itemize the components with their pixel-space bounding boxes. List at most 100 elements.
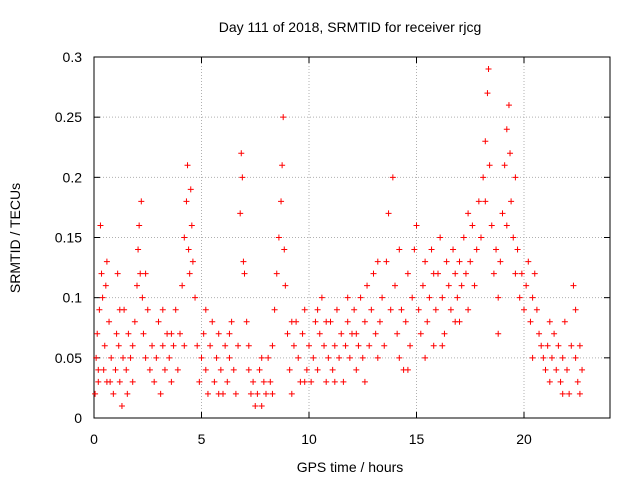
data-point	[374, 258, 381, 265]
data-point	[413, 222, 420, 229]
data-point	[407, 342, 414, 349]
data-point	[452, 318, 459, 325]
data-point	[215, 390, 222, 397]
data-point	[106, 318, 113, 325]
data-point	[159, 342, 166, 349]
data-point	[482, 198, 489, 205]
data-point	[357, 294, 364, 301]
data-point	[518, 270, 525, 277]
data-point	[422, 258, 429, 265]
data-point	[226, 330, 233, 337]
data-point	[452, 270, 459, 277]
data-point	[144, 306, 151, 313]
grid-lines	[94, 57, 610, 418]
data-point	[564, 366, 570, 373]
data-point	[404, 270, 411, 277]
data-point	[127, 354, 134, 361]
data-point	[135, 246, 142, 253]
data-point	[426, 294, 433, 301]
data-point	[355, 342, 362, 349]
data-point	[503, 126, 510, 133]
data-point	[123, 366, 130, 373]
data-point	[385, 210, 392, 217]
data-point	[396, 246, 403, 253]
y-tick-label: 0	[74, 410, 82, 426]
data-point	[275, 234, 282, 241]
data-point	[98, 270, 105, 277]
data-point	[529, 294, 536, 301]
x-tick-label: 20	[516, 431, 532, 447]
data-point	[194, 342, 201, 349]
data-point	[484, 90, 491, 97]
data-point	[325, 354, 332, 361]
data-point	[243, 318, 250, 325]
data-point	[546, 318, 553, 325]
data-point	[351, 306, 358, 313]
data-point	[93, 354, 100, 361]
data-point	[245, 342, 252, 349]
data-point	[110, 390, 117, 397]
data-point	[124, 390, 131, 397]
data-point	[192, 294, 199, 301]
data-point	[387, 306, 394, 313]
data-point	[172, 306, 179, 313]
data-point	[430, 270, 437, 277]
data-point	[295, 354, 302, 361]
data-point	[516, 294, 523, 301]
data-point	[422, 354, 429, 361]
data-point	[228, 318, 235, 325]
data-point	[432, 306, 439, 313]
data-point	[129, 342, 136, 349]
data-point	[467, 258, 474, 265]
data-point	[344, 318, 351, 325]
data-point	[454, 294, 461, 301]
data-point	[142, 270, 149, 277]
data-point	[288, 390, 295, 397]
data-point	[103, 258, 110, 265]
data-point	[301, 378, 308, 385]
data-point	[258, 402, 265, 409]
data-point	[314, 306, 321, 313]
data-point	[364, 282, 371, 289]
data-point	[331, 378, 338, 385]
data-point	[118, 402, 125, 409]
data-point	[187, 186, 194, 193]
data-point	[113, 330, 120, 337]
data-point	[161, 366, 168, 373]
data-point	[336, 354, 343, 361]
data-point	[181, 342, 188, 349]
data-point	[540, 354, 547, 361]
data-point	[469, 222, 476, 229]
data-point	[174, 366, 181, 373]
data-point	[525, 258, 532, 265]
data-point	[471, 282, 478, 289]
data-point	[211, 378, 218, 385]
data-point	[303, 366, 310, 373]
data-point	[521, 306, 527, 313]
data-point	[376, 318, 383, 325]
data-point	[142, 354, 149, 361]
data-point	[499, 210, 506, 217]
data-point	[389, 174, 396, 181]
data-point	[381, 342, 388, 349]
data-point	[269, 390, 276, 397]
data-point	[204, 390, 211, 397]
data-point	[529, 354, 536, 361]
data-point	[151, 378, 158, 385]
data-point	[237, 210, 244, 217]
y-tick-label: 0.15	[55, 230, 82, 246]
data-point	[321, 342, 328, 349]
data-point	[129, 378, 136, 385]
data-point	[273, 270, 280, 277]
data-point	[196, 378, 203, 385]
data-point	[439, 294, 446, 301]
data-points	[92, 66, 586, 409]
data-point	[344, 294, 351, 301]
data-point	[269, 342, 276, 349]
data-point	[188, 222, 195, 229]
data-point	[310, 354, 317, 361]
y-tick-label: 0.2	[63, 169, 83, 185]
data-point	[331, 342, 338, 349]
data-point	[288, 318, 295, 325]
data-point	[96, 306, 103, 313]
